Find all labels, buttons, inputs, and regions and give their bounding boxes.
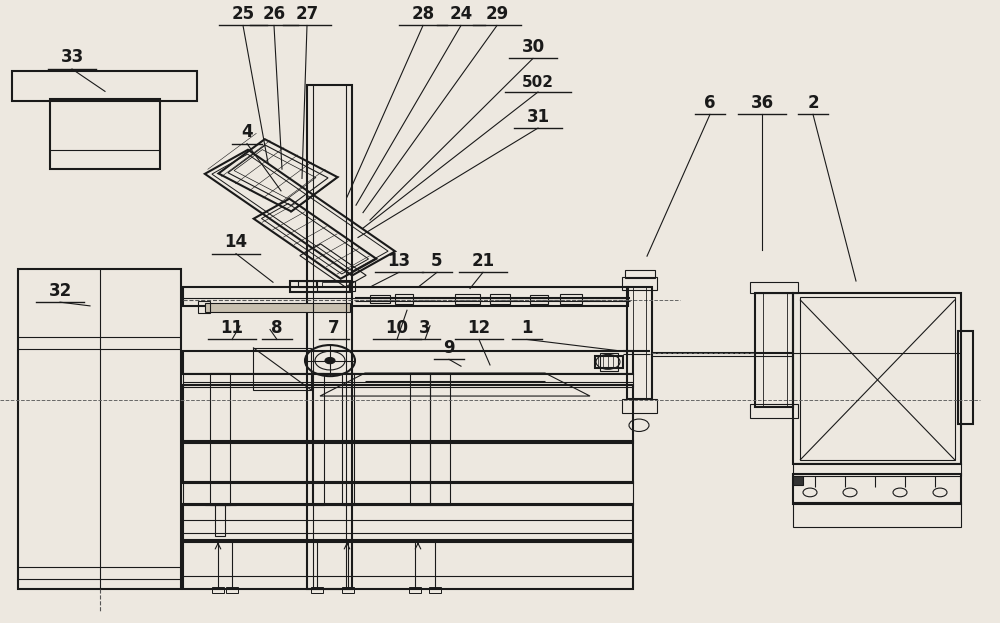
Bar [226, 587, 238, 593]
Text: 26: 26 [262, 5, 286, 23]
Bar [750, 282, 798, 293]
Bar [183, 373, 633, 387]
Bar [50, 100, 160, 169]
Bar [750, 404, 798, 418]
Text: 8: 8 [271, 319, 283, 337]
Bar [342, 373, 354, 505]
Bar [530, 295, 548, 304]
Bar [12, 71, 197, 101]
Bar [560, 294, 582, 304]
Bar [205, 303, 350, 312]
Bar [307, 85, 352, 589]
Bar [253, 348, 311, 390]
Bar [215, 503, 225, 536]
Text: 14: 14 [224, 233, 248, 251]
Text: 21: 21 [471, 252, 495, 270]
Bar [429, 587, 441, 593]
Text: 27: 27 [295, 5, 319, 23]
Text: 29: 29 [485, 5, 509, 23]
Bar [290, 281, 350, 292]
Bar [311, 587, 323, 593]
Text: 28: 28 [411, 5, 435, 23]
Bar [409, 587, 421, 593]
Bar [600, 353, 618, 371]
Bar [183, 386, 633, 443]
Text: 13: 13 [387, 252, 411, 270]
Text: 7: 7 [328, 319, 340, 337]
Text: 5: 5 [431, 252, 443, 270]
Bar [455, 294, 480, 304]
Bar [755, 293, 793, 407]
Text: 1: 1 [521, 319, 533, 337]
Text: 9: 9 [443, 339, 455, 357]
Bar [183, 503, 633, 542]
Bar [183, 540, 633, 589]
Bar [622, 277, 657, 290]
Text: 30: 30 [521, 38, 545, 56]
Bar [322, 282, 350, 287]
Bar [317, 281, 355, 291]
Text: 4: 4 [241, 123, 253, 141]
Text: 6: 6 [704, 94, 716, 112]
Text: 12: 12 [467, 319, 491, 337]
Bar [625, 270, 655, 278]
Text: 24: 24 [449, 5, 473, 23]
Text: 2: 2 [807, 94, 819, 112]
Text: 3: 3 [419, 319, 431, 337]
Bar [370, 295, 390, 303]
Bar [212, 587, 224, 593]
Bar [622, 399, 657, 413]
Text: 25: 25 [231, 5, 255, 23]
Bar [410, 373, 430, 505]
Bar [958, 331, 973, 424]
Text: 32: 32 [48, 282, 72, 300]
Bar [595, 356, 623, 368]
Bar [183, 441, 633, 483]
Circle shape [325, 358, 335, 364]
Text: 10: 10 [386, 319, 409, 337]
Bar [800, 297, 955, 460]
Bar [210, 373, 230, 505]
Text: 11: 11 [220, 319, 244, 337]
Bar [183, 351, 633, 374]
Bar [627, 287, 652, 399]
Bar [430, 373, 450, 505]
Bar [793, 473, 961, 503]
Bar [793, 502, 961, 526]
Text: 31: 31 [526, 108, 550, 126]
Text: 502: 502 [522, 75, 554, 90]
Bar [312, 373, 324, 505]
Bar [395, 294, 413, 304]
Bar [490, 294, 510, 304]
Bar [183, 287, 628, 306]
Bar [793, 293, 961, 464]
Text: 33: 33 [60, 49, 84, 67]
Bar [298, 281, 316, 287]
Bar [18, 269, 181, 589]
Bar [183, 481, 633, 505]
Text: 36: 36 [750, 94, 774, 112]
Bar [793, 476, 803, 485]
Bar [793, 463, 961, 476]
Bar [342, 587, 354, 593]
Bar [198, 301, 210, 313]
